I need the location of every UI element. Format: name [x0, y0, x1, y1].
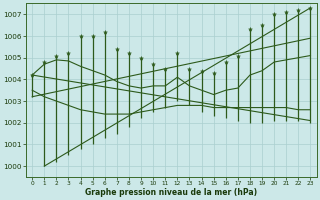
X-axis label: Graphe pression niveau de la mer (hPa): Graphe pression niveau de la mer (hPa): [85, 188, 257, 197]
